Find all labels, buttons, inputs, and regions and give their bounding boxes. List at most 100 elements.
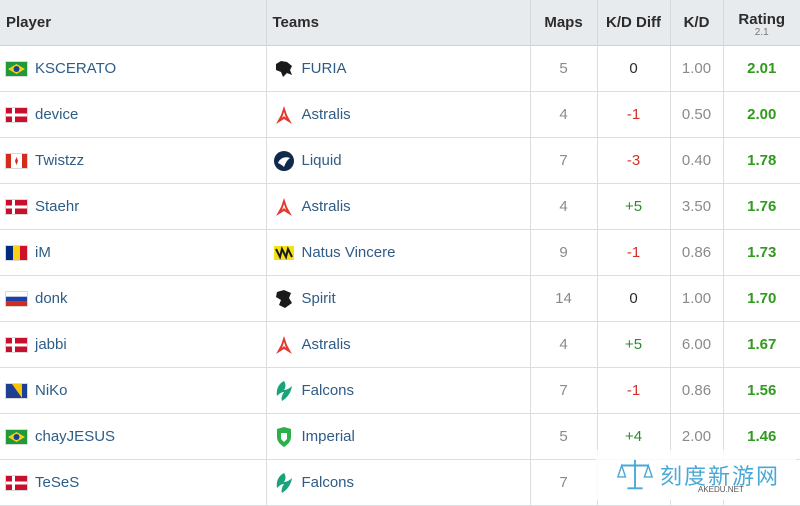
rating-value: 1.56 xyxy=(723,367,800,414)
astralis-logo-icon xyxy=(273,334,295,356)
maps-value: 7 xyxy=(530,459,598,506)
flag-canada-icon xyxy=(6,153,27,168)
team-name-link[interactable]: Natus Vincere xyxy=(301,244,396,261)
player-name-link[interactable]: jabbi xyxy=(35,336,67,353)
player-cell: NiKo xyxy=(0,367,267,414)
column-header-player[interactable]: Player xyxy=(0,0,267,46)
player-cell: iM xyxy=(0,229,267,276)
watermark: 刻度新游网 AKEDU.NET xyxy=(596,450,796,500)
player-name-link[interactable]: donk xyxy=(35,290,68,307)
column-header-teams[interactable]: Teams xyxy=(266,0,531,46)
maps-value: 5 xyxy=(530,413,598,460)
liquid-logo-icon xyxy=(273,150,295,172)
kd-diff-value: 0 xyxy=(597,45,671,92)
player-name-link[interactable]: chayJESUS xyxy=(35,428,116,445)
team-name-link[interactable]: Falcons xyxy=(301,474,355,491)
team-cell: Liquid xyxy=(266,137,531,184)
maps-value: 4 xyxy=(530,321,598,368)
player-cell: TeSeS xyxy=(0,459,267,506)
rating-value: 1.76 xyxy=(723,183,800,230)
maps-value: 5 xyxy=(530,45,598,92)
table-header-row: Player Teams Maps K/D Diff K/D Rating 2.… xyxy=(0,0,800,46)
column-header-kd-diff[interactable]: K/D Diff xyxy=(597,0,671,46)
maps-value: 4 xyxy=(530,91,598,138)
table-row: NiKo Falcons 7 -1 0.86 1.56 xyxy=(0,367,800,414)
kd-value: 3.50 xyxy=(670,183,724,230)
team-cell: Astralis xyxy=(266,321,531,368)
table-row: Twistzz Liquid 7 -3 0.40 1.78 xyxy=(0,137,800,184)
falcons-logo-icon xyxy=(273,472,295,494)
team-name-link[interactable]: FURIA xyxy=(301,60,347,77)
spirit-logo-icon xyxy=(273,288,295,310)
player-name-link[interactable]: device xyxy=(35,106,79,123)
player-cell: device xyxy=(0,91,267,138)
astralis-logo-icon xyxy=(273,196,295,218)
column-header-maps[interactable]: Maps xyxy=(530,0,598,46)
kd-diff-value: +5 xyxy=(597,183,671,230)
kd-value: 1.00 xyxy=(670,45,724,92)
maps-value: 7 xyxy=(530,367,598,414)
team-cell: Natus Vincere xyxy=(266,229,531,276)
player-cell: Twistzz xyxy=(0,137,267,184)
table-row: donk Spirit 14 0 1.00 1.70 xyxy=(0,275,800,322)
table-row: device Astralis 4 -1 0.50 2.00 xyxy=(0,91,800,138)
flag-bosnia-icon xyxy=(6,383,27,398)
scales-icon xyxy=(616,459,654,490)
flag-russia-icon xyxy=(6,291,27,306)
player-name-link[interactable]: Staehr xyxy=(35,198,80,215)
rating-value: 1.78 xyxy=(723,137,800,184)
kd-diff-value: 0 xyxy=(597,275,671,322)
team-name-link[interactable]: Imperial xyxy=(301,428,355,445)
team-name-link[interactable]: Astralis xyxy=(301,106,351,123)
player-name-link[interactable]: KSCERATO xyxy=(35,60,117,77)
furia-logo-icon xyxy=(273,58,295,80)
rating-header-label: Rating xyxy=(738,10,786,28)
astralis-logo-icon xyxy=(273,104,295,126)
rating-value: 2.01 xyxy=(723,45,800,92)
rating-value: 1.67 xyxy=(723,321,800,368)
maps-value: 4 xyxy=(530,183,598,230)
team-name-link[interactable]: Falcons xyxy=(301,382,355,399)
rating-value: 2.00 xyxy=(723,91,800,138)
player-name-link[interactable]: Twistzz xyxy=(35,152,85,169)
rating-value: 1.73 xyxy=(723,229,800,276)
team-name-link[interactable]: Astralis xyxy=(301,198,351,215)
player-name-link[interactable]: NiKo xyxy=(35,382,68,399)
kd-diff-value: -1 xyxy=(597,91,671,138)
flag-brazil-icon xyxy=(6,429,27,444)
player-name-link[interactable]: TeSeS xyxy=(35,474,80,491)
table-row: Staehr Astralis 4 +5 3.50 1.76 xyxy=(0,183,800,230)
flag-denmark-icon xyxy=(6,107,27,122)
team-cell: Falcons xyxy=(266,459,531,506)
team-cell: FURIA xyxy=(266,45,531,92)
kd-diff-value: -1 xyxy=(597,367,671,414)
maps-value: 9 xyxy=(530,229,598,276)
column-header-kd[interactable]: K/D xyxy=(670,0,724,46)
kd-diff-value: +5 xyxy=(597,321,671,368)
table-row: KSCERATO FURIA 5 0 1.00 2.01 xyxy=(0,45,800,92)
flag-romania-icon xyxy=(6,245,27,260)
imperial-logo-icon xyxy=(273,426,295,448)
team-name-link[interactable]: Liquid xyxy=(301,152,342,169)
player-name-link[interactable]: iM xyxy=(35,244,51,261)
table-row: jabbi Astralis 4 +5 6.00 1.67 xyxy=(0,321,800,368)
kd-diff-value: -3 xyxy=(597,137,671,184)
team-name-link[interactable]: Astralis xyxy=(301,336,351,353)
column-header-rating[interactable]: Rating 2.1 xyxy=(723,0,800,46)
team-cell: Falcons xyxy=(266,367,531,414)
kd-value: 0.86 xyxy=(670,229,724,276)
team-cell: Astralis xyxy=(266,91,531,138)
flag-denmark-icon xyxy=(6,199,27,214)
rating-value: 1.70 xyxy=(723,275,800,322)
rating-version-label: 2.1 xyxy=(754,26,769,38)
player-cell: KSCERATO xyxy=(0,45,267,92)
maps-value: 7 xyxy=(530,137,598,184)
player-cell: chayJESUS xyxy=(0,413,267,460)
kd-diff-value: -1 xyxy=(597,229,671,276)
player-cell: donk xyxy=(0,275,267,322)
kd-value: 1.00 xyxy=(670,275,724,322)
flag-denmark-icon xyxy=(6,337,27,352)
watermark-url: AKEDU.NET xyxy=(698,485,744,494)
team-name-link[interactable]: Spirit xyxy=(301,290,336,307)
